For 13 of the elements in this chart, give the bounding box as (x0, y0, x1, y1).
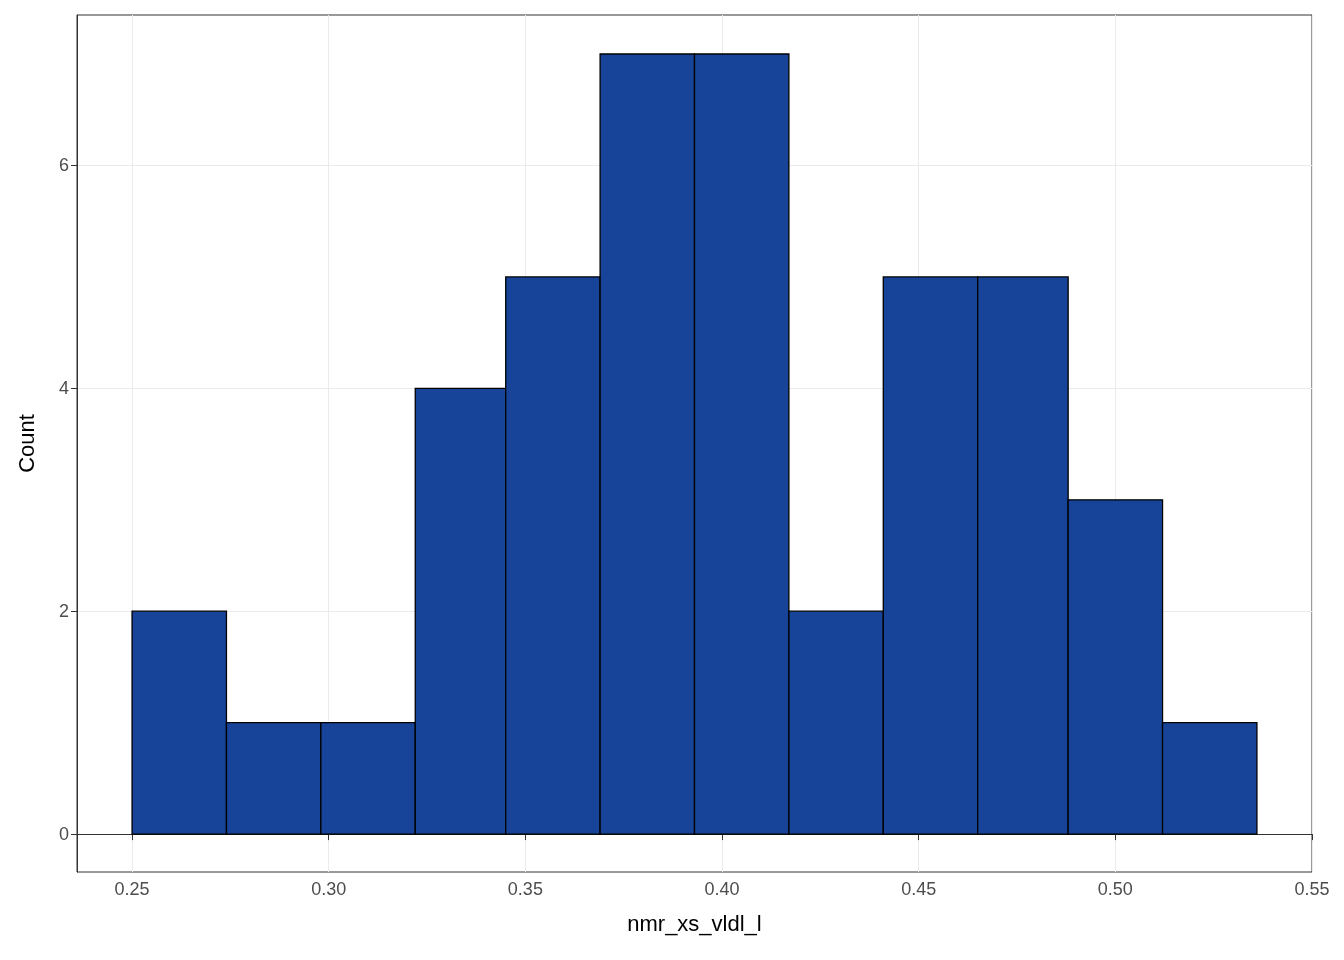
y-tick-label: 2 (58, 601, 69, 622)
x-tick-label: 0.30 (311, 879, 347, 899)
y-tick-label: 4 (58, 378, 69, 399)
x-tick-label: 0.35 (507, 879, 543, 899)
x-axis-title: nmr_xs_vldl_l (627, 910, 762, 936)
x-tick-label: 0.25 (114, 879, 150, 899)
x-tick-label: 0.45 (901, 879, 937, 899)
x-tick-label: 0.50 (1097, 879, 1133, 899)
y-axis-title: Count (13, 414, 39, 473)
y-tick-label: 6 (58, 155, 69, 176)
x-tick-label: 0.40 (704, 879, 740, 899)
y-tick-label: 0 (58, 824, 69, 845)
x-tick-label: 0.55 (1294, 879, 1330, 899)
